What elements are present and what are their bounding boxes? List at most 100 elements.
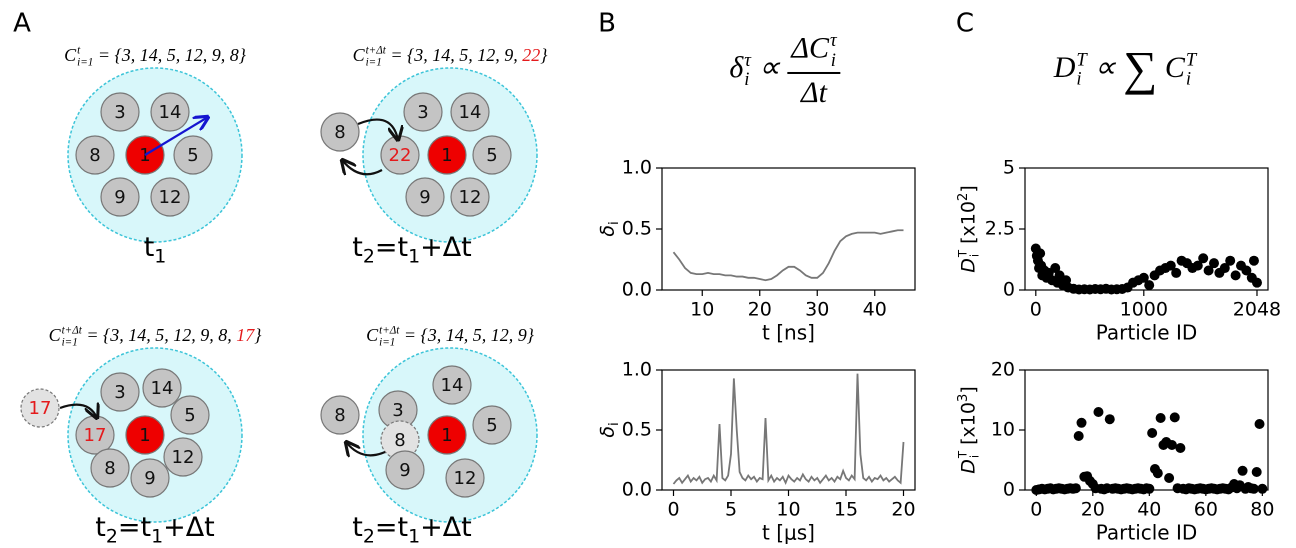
data-point: [1237, 465, 1248, 476]
data-point: [1144, 280, 1155, 291]
x-tick-label: 15: [834, 499, 858, 521]
particle-label: 3: [114, 102, 125, 123]
particle: [427, 135, 467, 175]
axes-frame: [1024, 369, 1269, 491]
text-part: B: [598, 8, 616, 39]
text-part: +Δt: [163, 511, 215, 543]
x-axis-label: t [μs]: [762, 521, 815, 545]
particle: [100, 92, 140, 132]
text-part: ∑: [1123, 42, 1158, 96]
text-part: D: [957, 459, 980, 474]
particle: [75, 135, 115, 175]
axes-frame: [661, 369, 916, 491]
text-part: 2: [105, 525, 118, 548]
particle-label: 5: [187, 145, 198, 166]
data-line: [672, 373, 905, 486]
text-part: 17: [236, 325, 255, 346]
text-part: C: [1157, 50, 1185, 84]
particle: [125, 415, 165, 455]
particle-label: 5: [486, 415, 497, 436]
text-part: D: [957, 258, 980, 273]
particle: [385, 450, 425, 490]
particle: [142, 368, 182, 408]
text-part: i: [1076, 69, 1082, 91]
y-tick-label: 0.0: [622, 479, 652, 501]
y-tick-label: 5: [1003, 157, 1015, 179]
particle-label: 3: [392, 400, 403, 421]
arrow: [342, 160, 383, 174]
data-point: [1251, 277, 1262, 288]
text-part: C: [48, 325, 61, 346]
particle: [450, 92, 490, 132]
text-part: = {3, 14, 5, 12, 9,: [385, 45, 523, 66]
particle-label: 1: [139, 425, 150, 446]
particle-label: 8: [394, 430, 405, 451]
data-point: [1219, 263, 1230, 274]
arrow: [144, 117, 208, 156]
time-label: t2=t1+Δt: [95, 513, 215, 547]
text-part: = {3, 14, 5, 12, 9}: [399, 325, 534, 346]
particle-label: 3: [114, 382, 125, 403]
particle: [170, 395, 210, 435]
text-part: C: [352, 45, 365, 66]
particle: [405, 177, 445, 217]
x-tick-label: 1000: [1120, 299, 1168, 321]
time-label: t1: [144, 233, 167, 267]
text-part: +Δt: [420, 231, 472, 263]
particle-label: 17: [84, 425, 107, 446]
particle: [450, 177, 490, 217]
particle-label: 14: [151, 378, 174, 399]
data-point: [1209, 258, 1219, 269]
text-part: t+Δt: [365, 44, 386, 57]
particle: [100, 177, 140, 217]
text-part: =t: [374, 231, 409, 263]
text-part: T: [1076, 49, 1087, 71]
data-point: [1164, 473, 1175, 483]
x-tick-label: 80: [1250, 499, 1274, 521]
text-part: 1: [408, 245, 421, 268]
particle-label: 14: [441, 375, 464, 396]
y-tick-label: 0.5: [622, 218, 652, 240]
text-part: i=1: [77, 56, 94, 68]
text-part: δ: [729, 50, 744, 84]
text-part: 2: [956, 192, 972, 202]
text-part: δ: [596, 426, 619, 438]
text-part: t: [352, 231, 363, 263]
text-part: 2: [362, 245, 375, 268]
y-tick-label: 1.0: [622, 359, 652, 381]
x-tick-label: 20: [1081, 499, 1105, 521]
data-point: [1171, 267, 1182, 278]
text-part: i: [744, 69, 750, 90]
y-tick-label: 10: [991, 419, 1015, 441]
x-tick-label: 20: [748, 299, 772, 321]
particle-label: 12: [172, 447, 195, 468]
text-part: ΔC τ i: [787, 31, 841, 75]
y-axis-label: δi: [596, 422, 622, 438]
data-point: [1155, 413, 1166, 423]
particle-label: 5: [486, 145, 497, 166]
data-line: [672, 229, 904, 282]
particle-label: 12: [459, 187, 482, 208]
text-part: 1: [408, 525, 421, 548]
particle-label: 12: [454, 468, 477, 489]
text-part: = {3, 14, 5, 12, 9, 8,: [81, 325, 237, 346]
x-tick-label: 60: [1194, 499, 1218, 521]
x-axis-label: Particle ID: [1096, 321, 1198, 345]
text-part: Δt: [787, 74, 840, 109]
text-part: C: [366, 325, 379, 346]
data-point: [1175, 443, 1186, 453]
text-part: 1: [154, 245, 167, 268]
x-tick-label: 0: [1030, 299, 1042, 321]
text-part: ∝: [750, 50, 788, 84]
particle-label: 9: [399, 460, 410, 481]
text-part: ΔC τ i Δt: [787, 31, 841, 109]
y-tick-label: 0.5: [622, 419, 652, 441]
data-point: [1169, 412, 1180, 423]
particle: [163, 437, 203, 477]
